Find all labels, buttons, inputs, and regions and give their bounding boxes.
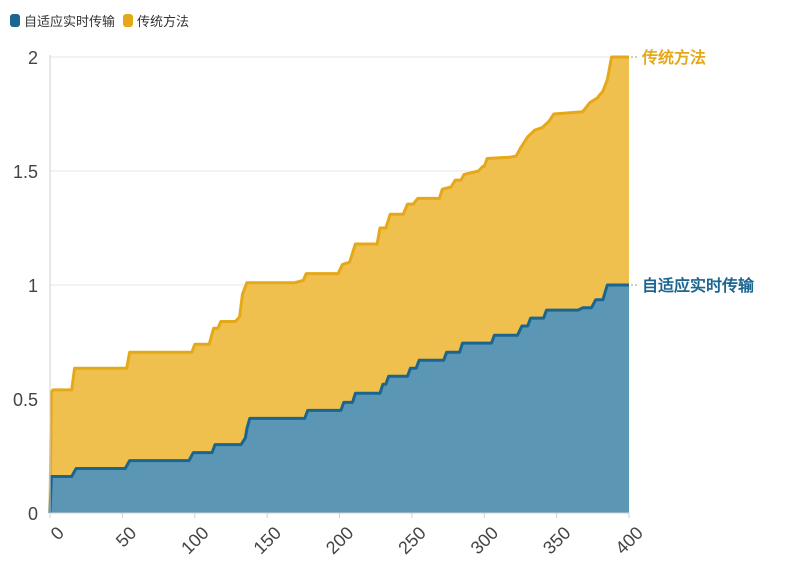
end-label-series-1: 传统方法 xyxy=(641,48,706,67)
x-tick-label: 150 xyxy=(250,523,285,558)
x-tick-label: 250 xyxy=(394,523,429,558)
x-tick-label: 200 xyxy=(322,523,357,558)
x-tick-label: 300 xyxy=(467,523,502,558)
area-line-series-0 xyxy=(48,283,629,514)
x-tick-label: 350 xyxy=(539,523,574,558)
y-tick-label: 0.5 xyxy=(13,390,38,410)
legend-swatch-traditional xyxy=(123,14,134,27)
x-tick-label: 400 xyxy=(611,523,646,558)
area-line-series-1 xyxy=(48,55,629,514)
legend-label-traditional: 传统方法 xyxy=(137,14,190,29)
legend-label-adaptive: 自适应实时传输 xyxy=(24,14,116,29)
area-fill-series-0 xyxy=(50,285,629,513)
legend-swatch-adaptive xyxy=(10,14,20,27)
y-tick-label: 1.5 xyxy=(13,162,38,182)
y-tick-label: 2 xyxy=(28,48,38,68)
legend-item-traditional[interactable]: 传统方法 xyxy=(123,11,189,30)
x-tick-label: 50 xyxy=(112,523,140,551)
plot-areas xyxy=(48,55,629,514)
legend: 自适应实时传输 传统方法 xyxy=(10,11,189,30)
legend-item-adaptive[interactable]: 自适应实时传输 xyxy=(10,11,115,30)
y-tick-label: 1 xyxy=(28,276,38,296)
x-tick-label: 0 xyxy=(47,523,68,544)
y-tick-label: 0 xyxy=(28,504,38,524)
end-label-series-0: 自适应实时传输 xyxy=(642,276,755,295)
x-tick-label: 100 xyxy=(177,523,212,558)
